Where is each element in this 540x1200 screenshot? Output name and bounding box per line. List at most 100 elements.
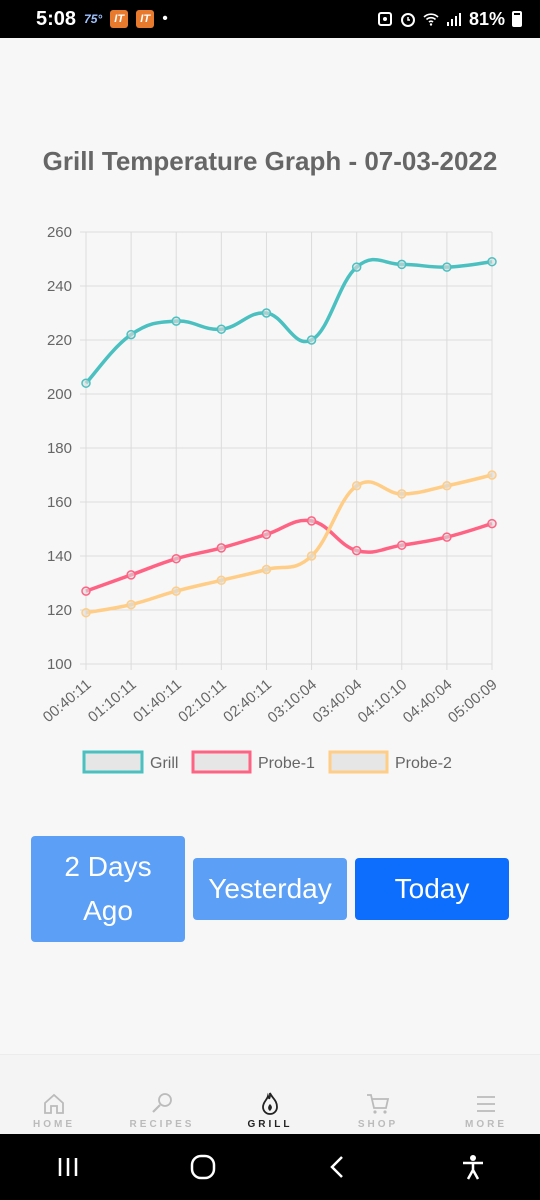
y-tick-label: 260 (47, 224, 72, 241)
data-point (81, 586, 91, 596)
app-notification-icon: IT (110, 10, 129, 28)
data-point (216, 575, 227, 586)
recent-apps-button[interactable] (48, 1147, 88, 1187)
y-tick-label: 120 (47, 602, 72, 619)
home-icon (44, 1093, 64, 1114)
nav-grill[interactable]: GRILL (216, 1055, 324, 1135)
legend-label: Probe-2 (395, 755, 452, 772)
temperature-chart: 100 120 140 160 180 200 220 240 260 00:40:1101:10… (40, 224, 501, 774)
x-tick-label: 03:10:04 (264, 676, 320, 727)
legend-label: Probe-1 (258, 755, 315, 772)
data-point (216, 324, 227, 334)
accessibility-button[interactable] (453, 1147, 493, 1187)
data-point (171, 586, 181, 596)
y-tick-label: 240 (47, 278, 72, 295)
nav-home[interactable]: HOME (0, 1055, 108, 1135)
data-point (397, 259, 407, 270)
legend-label: Grill (150, 755, 178, 772)
series-line-probe-2 (85, 473, 493, 615)
data-point (306, 335, 317, 345)
yesterday-label: Yesterday (208, 873, 332, 904)
data-point (81, 378, 91, 388)
notification-dot-icon: • (162, 10, 168, 27)
weather-temp: 75° (84, 12, 103, 26)
y-tick-label: 100 (47, 656, 72, 673)
x-tick-label: 00:40:11 (40, 676, 95, 726)
series-line-grill (84, 257, 493, 385)
nav-more[interactable]: MORE (432, 1055, 540, 1135)
data-point (261, 529, 272, 540)
app-notification-icon: IT (136, 10, 155, 28)
home-circle-icon (190, 1154, 215, 1180)
data-point (442, 532, 452, 542)
menu-icon (477, 1096, 495, 1112)
vpn-icon (377, 12, 392, 26)
data-point (126, 599, 136, 610)
nav-shop-label: SHOP (357, 1119, 399, 1130)
x-tick-label: 05:00:09 (445, 676, 501, 727)
yesterday-button[interactable]: Yesterday (193, 858, 347, 920)
data-point (487, 518, 497, 529)
data-point (442, 481, 452, 491)
data-point (397, 489, 407, 499)
today-button[interactable]: Today (355, 858, 509, 920)
y-tick-label: 160 (47, 494, 72, 511)
x-tick-label: 01:40:11 (130, 676, 185, 726)
wifi-icon (423, 13, 439, 26)
home-system-button[interactable] (183, 1147, 223, 1187)
two-days-ago-button[interactable]: 2 Days Ago (31, 836, 185, 942)
status-time: 5:08 (36, 7, 77, 30)
status-right: 81% (377, 9, 522, 30)
legend-swatch (328, 750, 389, 774)
data-point (306, 516, 317, 526)
y-tick-label: 200 (47, 386, 72, 403)
x-tick-label: 04:10:10 (355, 676, 411, 727)
nav-recipes-label: RECIPES (129, 1119, 195, 1130)
back-icon (329, 1156, 343, 1178)
recent-apps-icon (58, 1158, 77, 1176)
alarm-icon (400, 13, 415, 27)
nav-recipes[interactable]: RECIPES (108, 1055, 216, 1135)
battery-icon (512, 11, 522, 27)
data-point (171, 316, 181, 326)
data-point (81, 607, 91, 618)
x-tick-label: 03:40:04 (310, 676, 366, 727)
accessibility-icon (462, 1155, 483, 1180)
spatula-icon (152, 1093, 172, 1113)
bottom-nav: HOME RECIPES GRILL SHOP MORE (0, 1054, 540, 1135)
system-nav-bar (0, 1134, 540, 1200)
cart-icon (367, 1094, 390, 1114)
data-point (351, 545, 362, 556)
x-tick-label: 02:10:11 (175, 676, 230, 726)
today-label: Today (394, 873, 470, 904)
y-tick-label: 180 (47, 440, 72, 457)
nav-more-label: MORE (465, 1119, 507, 1130)
data-point (487, 470, 497, 480)
data-point (261, 564, 272, 575)
data-point (351, 481, 362, 491)
data-point (261, 308, 272, 318)
battery-percent: 81% (468, 8, 505, 29)
data-point (126, 329, 136, 340)
back-button[interactable] (318, 1147, 358, 1187)
data-point (397, 540, 407, 550)
series-line-probe-1 (85, 518, 493, 593)
nav-shop[interactable]: SHOP (324, 1055, 432, 1135)
signal-icon (446, 13, 461, 26)
data-point (171, 553, 181, 564)
legend-swatch (82, 750, 144, 774)
page-title: Grill Temperature Graph - 07-03-2022 (42, 146, 498, 176)
y-tick-label: 220 (47, 332, 72, 349)
data-point (442, 262, 452, 272)
legend-swatch (191, 750, 252, 774)
data-point (216, 543, 227, 553)
nav-grill-label: GRILL (247, 1119, 293, 1130)
nav-home-label: HOME (33, 1119, 75, 1130)
y-tick-label: 140 (47, 548, 72, 565)
two-days-ago-label: 2 Days Ago (64, 851, 152, 926)
x-tick-label: 02:40:11 (220, 676, 275, 726)
data-point (351, 262, 362, 272)
status-bar: 5:08 75° IT IT • 81% (0, 0, 540, 38)
data-point (487, 256, 497, 267)
x-tick-label: 01:10:11 (85, 676, 140, 726)
